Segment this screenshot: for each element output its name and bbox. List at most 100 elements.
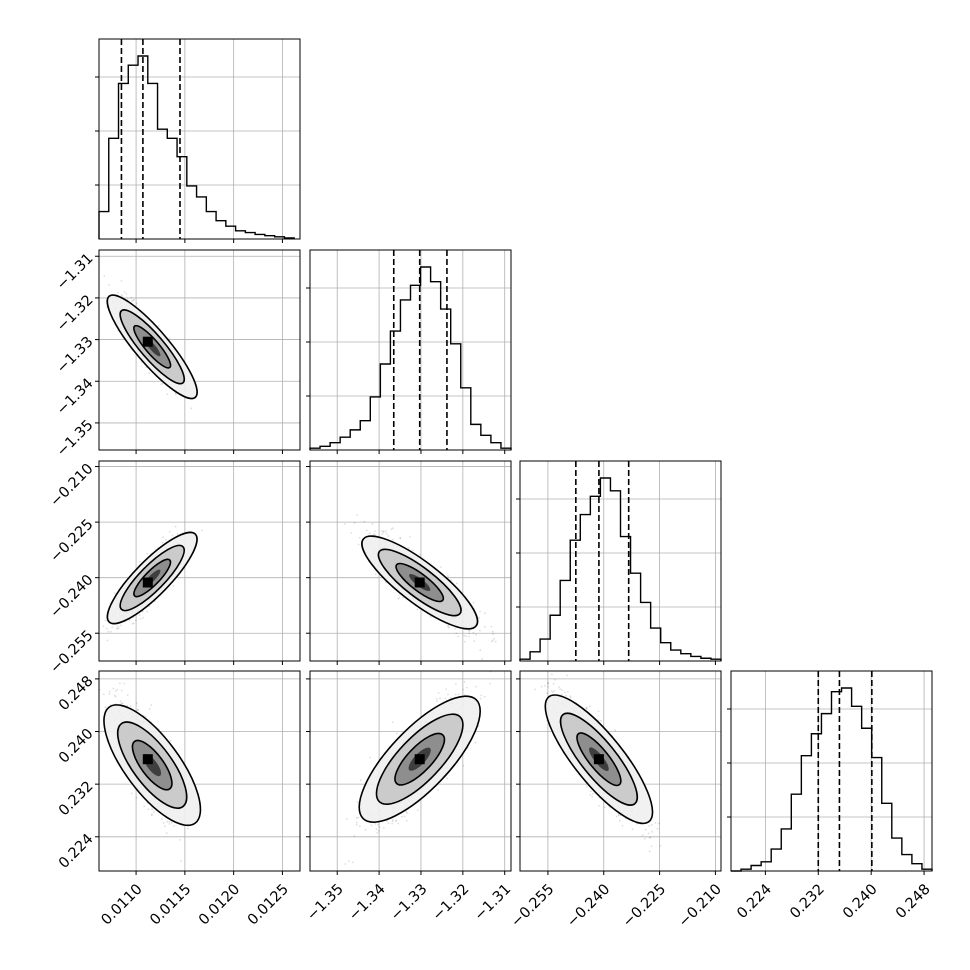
sample-point (130, 792, 133, 795)
sample-point (168, 820, 171, 823)
x-tick-label: 0.240 (840, 881, 881, 922)
density-peak (142, 577, 153, 588)
sample-point (465, 635, 467, 637)
sample-point (385, 581, 387, 584)
sample-point (146, 610, 149, 613)
sample-point (142, 616, 145, 619)
sample-point (398, 597, 401, 599)
y-tick-label: 0.232 (56, 779, 97, 820)
sample-point (173, 825, 175, 827)
sample-point (172, 585, 175, 587)
sample-point (171, 534, 174, 537)
sample-point (168, 531, 171, 533)
density-panel-2-3 (306, 460, 512, 665)
sample-point (113, 694, 116, 697)
sample-point (373, 530, 376, 532)
sample-point (492, 639, 494, 642)
sample-point (137, 709, 139, 711)
sample-point (138, 560, 141, 563)
sample-point (468, 629, 471, 632)
y-tick-label: −1.35 (54, 417, 97, 460)
x-tick-label: 0.248 (893, 881, 934, 922)
sample-point (131, 622, 134, 625)
histogram-step (519, 477, 722, 661)
sample-point (120, 280, 123, 282)
y-tick-label: −0.210 (47, 461, 96, 510)
sample-point (116, 627, 118, 629)
density-panel-1-4: 0.0110 0.0115 0.0120 0.01250.2240.2320.2400… (56, 670, 301, 928)
sample-point (391, 527, 394, 529)
sample-point (135, 302, 138, 305)
sample-point (116, 688, 119, 691)
sample-point (108, 692, 111, 695)
sample-point (143, 805, 146, 808)
sample-point (484, 612, 486, 615)
sample-point (456, 582, 458, 585)
sample-point (180, 860, 182, 862)
sample-point (128, 619, 131, 622)
x-tick-label: 0.0110 (98, 881, 145, 928)
sample-point (112, 687, 115, 690)
sample-point (174, 525, 177, 528)
sample-point (416, 608, 419, 611)
sample-point (479, 629, 481, 632)
sample-point (104, 619, 107, 622)
sample-point (106, 639, 109, 642)
sample-point (468, 635, 470, 638)
sample-point (174, 393, 177, 396)
sample-point (409, 536, 411, 538)
sample-point (131, 300, 133, 302)
sample-point (111, 626, 114, 629)
sample-point (121, 295, 124, 298)
density-peak (142, 336, 153, 347)
sample-point (138, 614, 141, 616)
sample-point (169, 740, 172, 742)
sample-point (134, 619, 137, 622)
sample-point (148, 708, 151, 710)
sample-point (176, 533, 179, 535)
y-tick-label: −1.31 (54, 251, 97, 294)
panel-frame (309, 249, 512, 451)
histogram-step (309, 266, 512, 450)
sample-point (399, 536, 402, 539)
sample-point (186, 827, 189, 830)
density-panel-1-3: −0.255−0.240−0.225−0.210 (47, 460, 301, 677)
sample-point (147, 808, 150, 811)
sample-point (350, 532, 352, 534)
sample-point (120, 294, 123, 296)
sample-point (472, 601, 475, 604)
sample-point (447, 575, 449, 577)
sample-point (113, 592, 116, 594)
y-tick-label: −0.255 (47, 628, 96, 677)
y-tick-label: 0.224 (56, 831, 97, 872)
histogram-panel-4: 0.224 0.232 0.240 0.248 (727, 670, 934, 922)
x-tick-label: 0.232 (787, 881, 828, 922)
sample-point (363, 520, 366, 523)
sample-point (114, 695, 117, 698)
sample-point (166, 820, 169, 823)
sample-point (448, 626, 450, 629)
sample-point (464, 640, 466, 643)
sample-point (129, 705, 132, 708)
sample-point (163, 825, 166, 828)
sample-point (121, 702, 124, 704)
sample-point (157, 324, 160, 327)
sample-point (130, 296, 133, 299)
sample-point (137, 708, 140, 711)
sample-point (419, 553, 421, 556)
sample-point (133, 622, 135, 625)
sample-point (148, 372, 151, 375)
sample-point (478, 616, 481, 619)
sample-point (125, 293, 128, 295)
y-tick-label: −0.240 (47, 572, 96, 621)
x-tick-label: 0.0115 (147, 881, 194, 928)
sample-point (108, 283, 110, 286)
sample-point (162, 536, 165, 539)
panel-frame (98, 38, 301, 240)
sample-point (103, 693, 105, 696)
sample-point (170, 821, 173, 824)
sample-point (117, 291, 119, 294)
histogram-panel-3 (516, 460, 722, 665)
sample-point (126, 694, 129, 696)
